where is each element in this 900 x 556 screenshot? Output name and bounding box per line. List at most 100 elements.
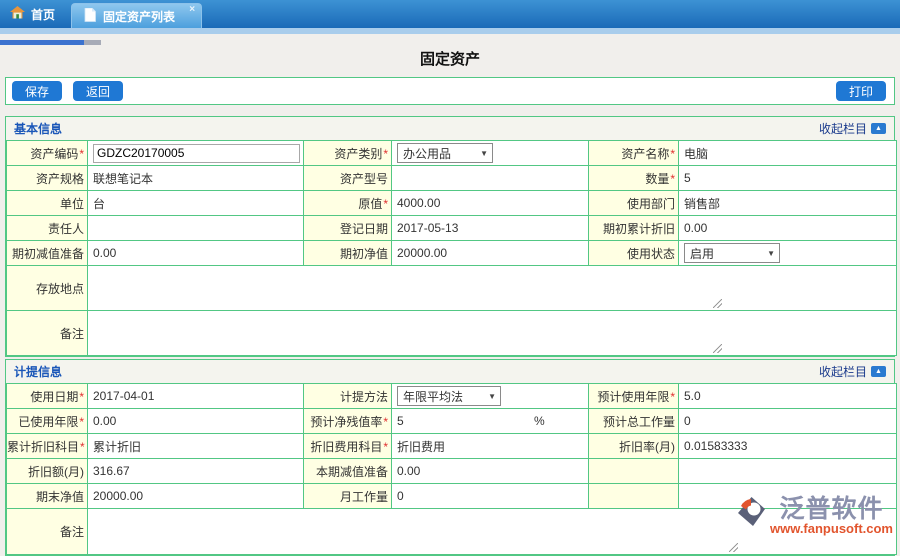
monthly-rate-cell[interactable]: 0.01583333 (678, 433, 897, 459)
loading-bar-progress (0, 40, 84, 45)
toolbar: 保存 返回 打印 (5, 77, 895, 105)
percent-unit-label: % (534, 414, 545, 428)
chevron-down-icon: ▼ (480, 148, 488, 158)
responsible-cell[interactable] (87, 215, 304, 241)
quantity-label-cell: 数量* (588, 165, 679, 191)
final-net-value-cell[interactable]: 20000.00 (87, 483, 304, 509)
asset-category-label-cell: 资产类别* (303, 140, 392, 166)
initial-net-value-label-cell: 期初净值 (303, 240, 392, 266)
loading-bar-track (84, 40, 101, 45)
asset-code-cell (87, 140, 304, 166)
basic-info-title: 基本信息 (14, 122, 63, 136)
home-icon (10, 6, 25, 22)
asset-spec-label-cell: 资产规格 (6, 165, 88, 191)
accrual-collapse-toggle[interactable]: 收起栏目 ▲ (819, 363, 886, 380)
required-marker: * (383, 414, 388, 429)
collapse-icon: ▲ (871, 123, 886, 134)
used-years-cell[interactable]: 0.00 (87, 408, 304, 434)
chevron-down-icon: ▼ (767, 248, 775, 258)
empty-label-cell (588, 458, 679, 484)
tab-active-label: 固定资产列表 (103, 9, 176, 24)
final-net-value-label-cell: 期末净值 (6, 483, 88, 509)
monthly-amount-cell[interactable]: 316.67 (87, 458, 304, 484)
acc-dep-account-cell[interactable]: 累计折旧 (87, 433, 304, 459)
brand-url: www.fanpusoft.com (769, 521, 893, 536)
basic-info-table: 资产编码* 资产类别* 办公用品▼ 资产名称* 电脑 资产规格 联想笔记本 资产… (6, 140, 897, 356)
required-marker: * (79, 414, 84, 429)
use-date-label-cell: 使用日期* (6, 383, 88, 409)
asset-model-cell[interactable] (391, 165, 589, 191)
save-button[interactable]: 保存 (12, 81, 63, 101)
monthly-workload-cell[interactable]: 0 (391, 483, 589, 509)
initial-acc-depreciation-cell[interactable]: 0.00 (678, 215, 897, 241)
resize-grip-icon[interactable] (713, 298, 722, 308)
basic-collapse-label: 收起栏目 (818, 122, 867, 136)
brand-name: 泛普软件 (779, 495, 884, 523)
accrual-remark-textarea[interactable] (93, 510, 739, 553)
status-cell: 启用 ▼ (678, 240, 897, 266)
basic-collapse-toggle[interactable]: 收起栏目 ▲ (819, 120, 886, 137)
accrual-collapse-label: 收起栏目 (818, 365, 867, 379)
required-marker: * (670, 146, 675, 161)
register-date-cell[interactable]: 2017-05-13 (391, 215, 589, 241)
monthly-workload-label-cell: 月工作量 (303, 483, 392, 509)
close-icon[interactable]: × (189, 4, 196, 15)
acc-dep-account-label-cell: 累计折旧科目* (6, 433, 88, 459)
required-marker: * (383, 146, 388, 161)
method-select[interactable]: 年限平均法 ▼ (397, 386, 501, 406)
basic-info-section: 基本信息 收起栏目 ▲ 资产编码* 资产类别* 办公用品▼ 资产名称* 电脑 资… (5, 116, 897, 357)
basic-remark-textarea[interactable] (93, 312, 723, 354)
monthly-rate-label-cell: 折旧率(月) (588, 433, 679, 459)
back-button[interactable]: 返回 (73, 81, 124, 101)
location-cell (87, 265, 897, 311)
current-impairment-label-cell: 本期减值准备 (303, 458, 392, 484)
collapse-icon: ▲ (871, 366, 886, 377)
initial-impairment-label-cell: 期初减值准备 (6, 240, 88, 266)
accrual-info-header: 计提信息 收起栏目 ▲ (6, 360, 894, 383)
initial-net-value-cell[interactable]: 20000.00 (391, 240, 589, 266)
required-marker: * (383, 439, 388, 454)
print-button[interactable]: 打印 (835, 81, 886, 101)
original-value-cell[interactable]: 4000.00 (391, 190, 589, 216)
unit-label-cell: 单位 (6, 190, 88, 216)
unit-cell[interactable]: 台 (87, 190, 304, 216)
asset-code-label-cell: 资产编码* (6, 140, 88, 166)
expected-years-label-cell: 预计使用年限* (588, 383, 679, 409)
method-label-cell: 计提方法 (303, 383, 392, 409)
total-workload-label-cell: 预计总工作量 (588, 408, 679, 434)
current-impairment-cell[interactable]: 0.00 (391, 458, 589, 484)
location-textarea[interactable] (93, 267, 723, 309)
total-workload-cell[interactable]: 0 (678, 408, 897, 434)
brand-watermark: 泛普软件 www.fanpusoft.com (736, 496, 893, 536)
chevron-down-icon: ▼ (488, 391, 496, 401)
use-date-cell[interactable]: 2017-04-01 (87, 383, 304, 409)
tab-fixed-asset-list[interactable]: 固定资产列表 × (71, 3, 203, 28)
required-marker: * (670, 171, 675, 186)
asset-spec-cell[interactable]: 联想笔记本 (87, 165, 304, 191)
department-cell[interactable]: 销售部 (678, 190, 897, 216)
residual-rate-cell[interactable]: 5% (391, 408, 589, 434)
document-icon (84, 7, 96, 25)
tab-bar: 首页 固定资产列表 × (0, 0, 900, 28)
tab-home[interactable]: 首页 (0, 0, 71, 28)
asset-code-input[interactable] (93, 143, 300, 163)
expected-years-cell[interactable]: 5.0 (678, 383, 897, 409)
resize-grip-icon[interactable] (713, 343, 722, 353)
initial-acc-depreciation-label-cell: 期初累计折旧 (588, 215, 679, 241)
empty-value-cell (678, 458, 897, 484)
method-cell: 年限平均法 ▼ (391, 383, 589, 409)
required-marker: * (79, 389, 84, 404)
register-date-label-cell: 登记日期 (303, 215, 392, 241)
asset-category-select[interactable]: 办公用品 ▼ (397, 143, 493, 163)
quantity-cell[interactable]: 5 (678, 165, 897, 191)
basic-info-header: 基本信息 收起栏目 ▲ (6, 117, 894, 140)
asset-name-cell[interactable]: 电脑 (678, 140, 897, 166)
empty-label-cell (588, 483, 679, 509)
used-years-label-cell: 已使用年限* (6, 408, 88, 434)
initial-impairment-cell[interactable]: 0.00 (87, 240, 304, 266)
asset-model-label-cell: 资产型号 (303, 165, 392, 191)
status-select[interactable]: 启用 ▼ (684, 243, 780, 263)
dep-exp-account-cell[interactable]: 折旧费用 (391, 433, 589, 459)
tab-home-label: 首页 (31, 7, 56, 22)
resize-grip-icon[interactable] (729, 542, 738, 552)
